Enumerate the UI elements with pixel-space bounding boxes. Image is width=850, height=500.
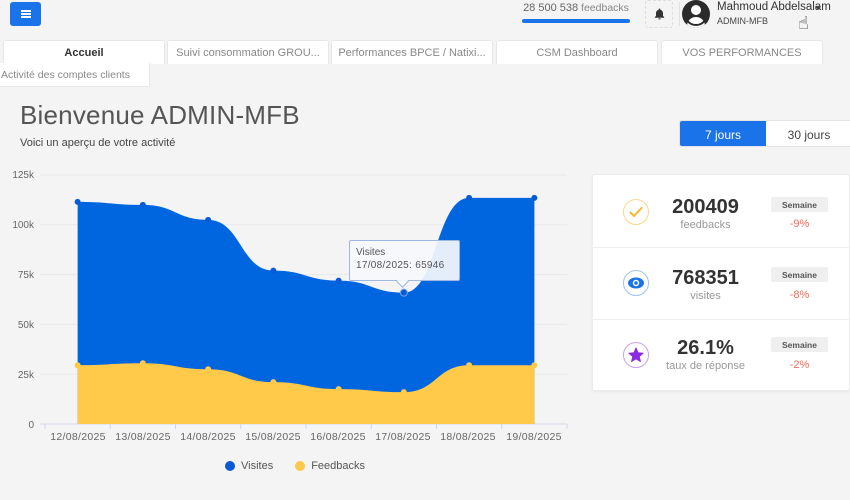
legend-item-feedbacks[interactable]: Feedbacks bbox=[295, 460, 365, 472]
stat-taux-reponse: 26.1% taux de réponse Semaine -2% bbox=[593, 319, 850, 391]
tab-accueil[interactable]: Accueil bbox=[3, 40, 165, 64]
user-avatar-icon[interactable] bbox=[682, 0, 710, 28]
stat-visites: 768351 visites Semaine -8% bbox=[593, 247, 850, 319]
legend-dot-icon bbox=[295, 461, 306, 471]
period-30-days-button[interactable]: 30 jours bbox=[787, 127, 831, 142]
chart-tooltip: Visites 17/08/2025: 65946 bbox=[349, 240, 460, 281]
stat-delta: -8% bbox=[789, 289, 810, 301]
user-role: ADMIN-MFB bbox=[717, 16, 768, 26]
period-7-days-button[interactable]: 7 jours bbox=[680, 121, 766, 146]
tooltip-value: 17/08/2025: 65946 bbox=[356, 260, 445, 271]
feedbacks-area bbox=[77, 363, 535, 424]
tab-vos-performances[interactable]: VOS PERFORMANCES bbox=[661, 40, 823, 64]
feedback-counter: 28 500 538 feedbacks bbox=[522, 2, 630, 14]
period-badge: Semaine bbox=[771, 267, 828, 282]
tooltip-series: Visites bbox=[356, 247, 386, 258]
y-tick: 0 bbox=[28, 420, 34, 431]
y-tick: 25k bbox=[17, 370, 34, 381]
visites-area bbox=[77, 197, 535, 424]
tab-suivi-consommation[interactable]: Suivi consommation GROU... bbox=[167, 40, 329, 64]
header-divider bbox=[679, 2, 680, 26]
x-tick: 16/08/2025 bbox=[310, 431, 366, 443]
period-badge: Semaine bbox=[771, 197, 828, 212]
stat-label: visites bbox=[690, 290, 721, 302]
legend-label: Feedbacks bbox=[311, 460, 366, 472]
menu-toggle-button[interactable] bbox=[10, 2, 41, 26]
activity-chart: 125k 100k 75k 50k 25k 0 12/08/2025 13/08… bbox=[0, 165, 580, 485]
stat-delta: -9% bbox=[789, 218, 810, 230]
tab-performances-bpce[interactable]: Performances BPCE / Natixi... bbox=[331, 40, 493, 64]
area-chart-plot[interactable] bbox=[0, 165, 580, 445]
x-tick: 12/08/2025 bbox=[50, 431, 106, 443]
notifications-button[interactable] bbox=[645, 0, 673, 28]
feedback-progress-bar bbox=[522, 19, 630, 23]
x-tick: 19/08/2025 bbox=[506, 431, 562, 443]
caret-down-icon[interactable] bbox=[815, 6, 821, 10]
x-tick: 13/08/2025 bbox=[115, 431, 171, 443]
tab-csm-dashboard[interactable]: CSM Dashboard bbox=[496, 40, 658, 64]
chart-legend: Visites Feedbacks bbox=[225, 460, 365, 472]
stat-label: feedbacks bbox=[680, 219, 731, 231]
stat-feedbacks: 200409 feedbacks Semaine -9% bbox=[593, 175, 850, 247]
feedback-unit: feedbacks bbox=[581, 2, 629, 14]
feedback-count: 28 500 538 bbox=[523, 2, 579, 14]
period-toggle: 7 jours 30 jours bbox=[679, 120, 850, 147]
legend-label: Visites bbox=[241, 460, 274, 472]
y-tick: 50k bbox=[17, 320, 34, 331]
y-tick: 75k bbox=[17, 270, 34, 281]
x-tick: 15/08/2025 bbox=[245, 431, 301, 443]
hamburger-icon bbox=[20, 10, 31, 18]
eye-icon bbox=[623, 270, 649, 296]
x-tick: 17/08/2025 bbox=[375, 431, 431, 443]
y-tick: 100k bbox=[12, 220, 34, 231]
y-tick: 125k bbox=[12, 170, 34, 181]
stat-value: 768351 bbox=[672, 267, 739, 289]
tab-activite-comptes-clients[interactable]: Activité des comptes clients bbox=[0, 63, 150, 87]
x-tick: 18/08/2025 bbox=[440, 431, 496, 443]
page-subtitle: Voici un aperçu de votre activité bbox=[20, 137, 176, 149]
x-tick: 14/08/2025 bbox=[180, 431, 236, 443]
top-bar: 28 500 538 feedbacks Mahmoud Abdelsalam … bbox=[0, 0, 850, 36]
stat-value: 200409 bbox=[672, 196, 739, 218]
page-title: Bienvenue ADMIN-MFB bbox=[20, 100, 300, 130]
user-name[interactable]: Mahmoud Abdelsalam bbox=[717, 1, 831, 13]
stat-label: taux de réponse bbox=[666, 360, 745, 372]
stat-delta: -2% bbox=[789, 359, 810, 371]
star-icon bbox=[623, 342, 649, 368]
check-circle-icon bbox=[623, 199, 649, 225]
stats-card: 200409 feedbacks Semaine -9% 768351 visi… bbox=[592, 174, 850, 391]
bell-icon bbox=[654, 8, 664, 20]
stat-value: 26.1% bbox=[677, 337, 734, 359]
legend-item-visites[interactable]: Visites bbox=[225, 460, 273, 472]
legend-dot-icon bbox=[225, 461, 235, 471]
period-badge: Semaine bbox=[771, 337, 828, 352]
hand-pointer-cursor-icon: ☝ bbox=[798, 13, 809, 33]
